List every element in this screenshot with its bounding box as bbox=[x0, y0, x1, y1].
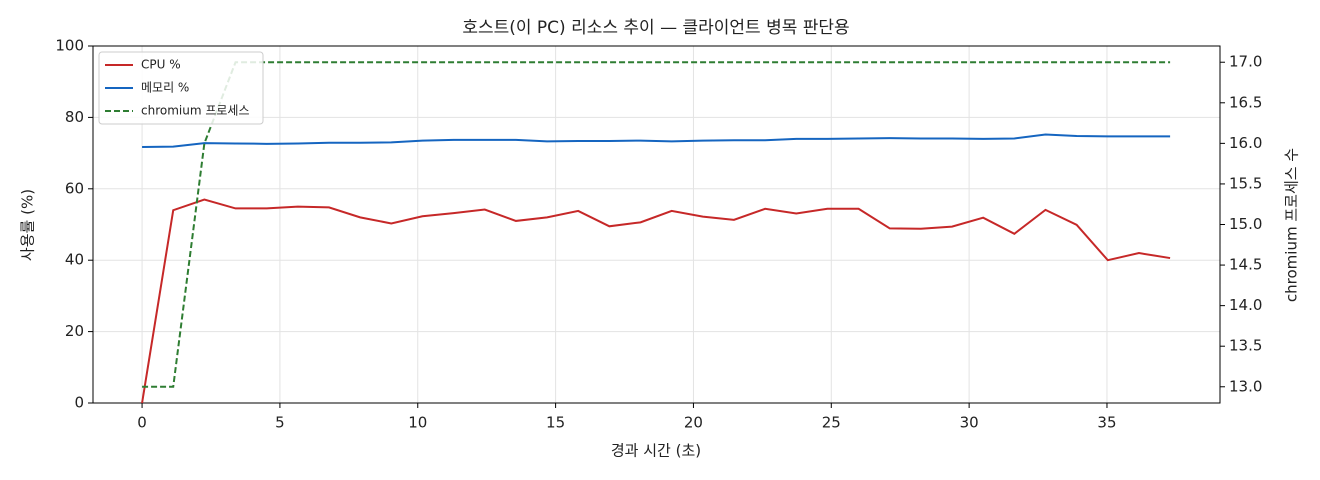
y-tick-label: 80 bbox=[65, 108, 84, 126]
y2-tick-label: 14.5 bbox=[1229, 256, 1262, 274]
x-axis-label: 경과 시간 (초) bbox=[611, 442, 701, 460]
plot-frame bbox=[92, 45, 1221, 404]
y-tick-label: 20 bbox=[65, 322, 84, 340]
legend-label: 메모리 % bbox=[141, 81, 189, 95]
x-tick-label: 30 bbox=[960, 414, 979, 432]
y-tick-label: 100 bbox=[55, 37, 84, 55]
x-tick-label: 20 bbox=[684, 414, 703, 432]
x-tick-label: 25 bbox=[822, 414, 841, 432]
x-tick-label: 5 bbox=[275, 414, 285, 432]
y2-tick-label: 15.5 bbox=[1229, 174, 1262, 192]
y2-axis-label: chromium 프로세스 수 bbox=[1283, 148, 1301, 302]
x-tick-label: 10 bbox=[408, 414, 427, 432]
y-tick-label: 0 bbox=[74, 394, 84, 412]
series-line bbox=[142, 61, 1171, 388]
legend-box bbox=[98, 51, 264, 125]
series-line bbox=[142, 133, 1171, 149]
y2-tick-label: 16.5 bbox=[1229, 93, 1262, 111]
x-tick-label: 15 bbox=[546, 414, 565, 432]
y2-tick-label: 13.5 bbox=[1229, 337, 1262, 355]
series-line bbox=[141, 198, 1171, 404]
y2-tick-label: 14.0 bbox=[1229, 296, 1262, 314]
y-tick-label: 60 bbox=[65, 179, 84, 197]
y2-tick-label: 15.0 bbox=[1229, 215, 1262, 233]
y2-tick-label: 17.0 bbox=[1229, 53, 1262, 71]
legend-label: CPU % bbox=[141, 58, 181, 72]
x-tick-label: 35 bbox=[1097, 414, 1116, 432]
y2-tick-label: 13.0 bbox=[1229, 377, 1262, 395]
y2-tick-label: 16.0 bbox=[1229, 134, 1262, 152]
chart-title: 호스트(이 PC) 리소스 추이 — 클라이언트 병목 판단용 bbox=[462, 18, 849, 38]
y-axis-label: 사용률 (%) bbox=[19, 189, 37, 261]
legend-label: chromium 프로세스 bbox=[141, 104, 250, 118]
x-tick-label: 0 bbox=[137, 414, 147, 432]
y-tick-label: 40 bbox=[65, 251, 84, 269]
